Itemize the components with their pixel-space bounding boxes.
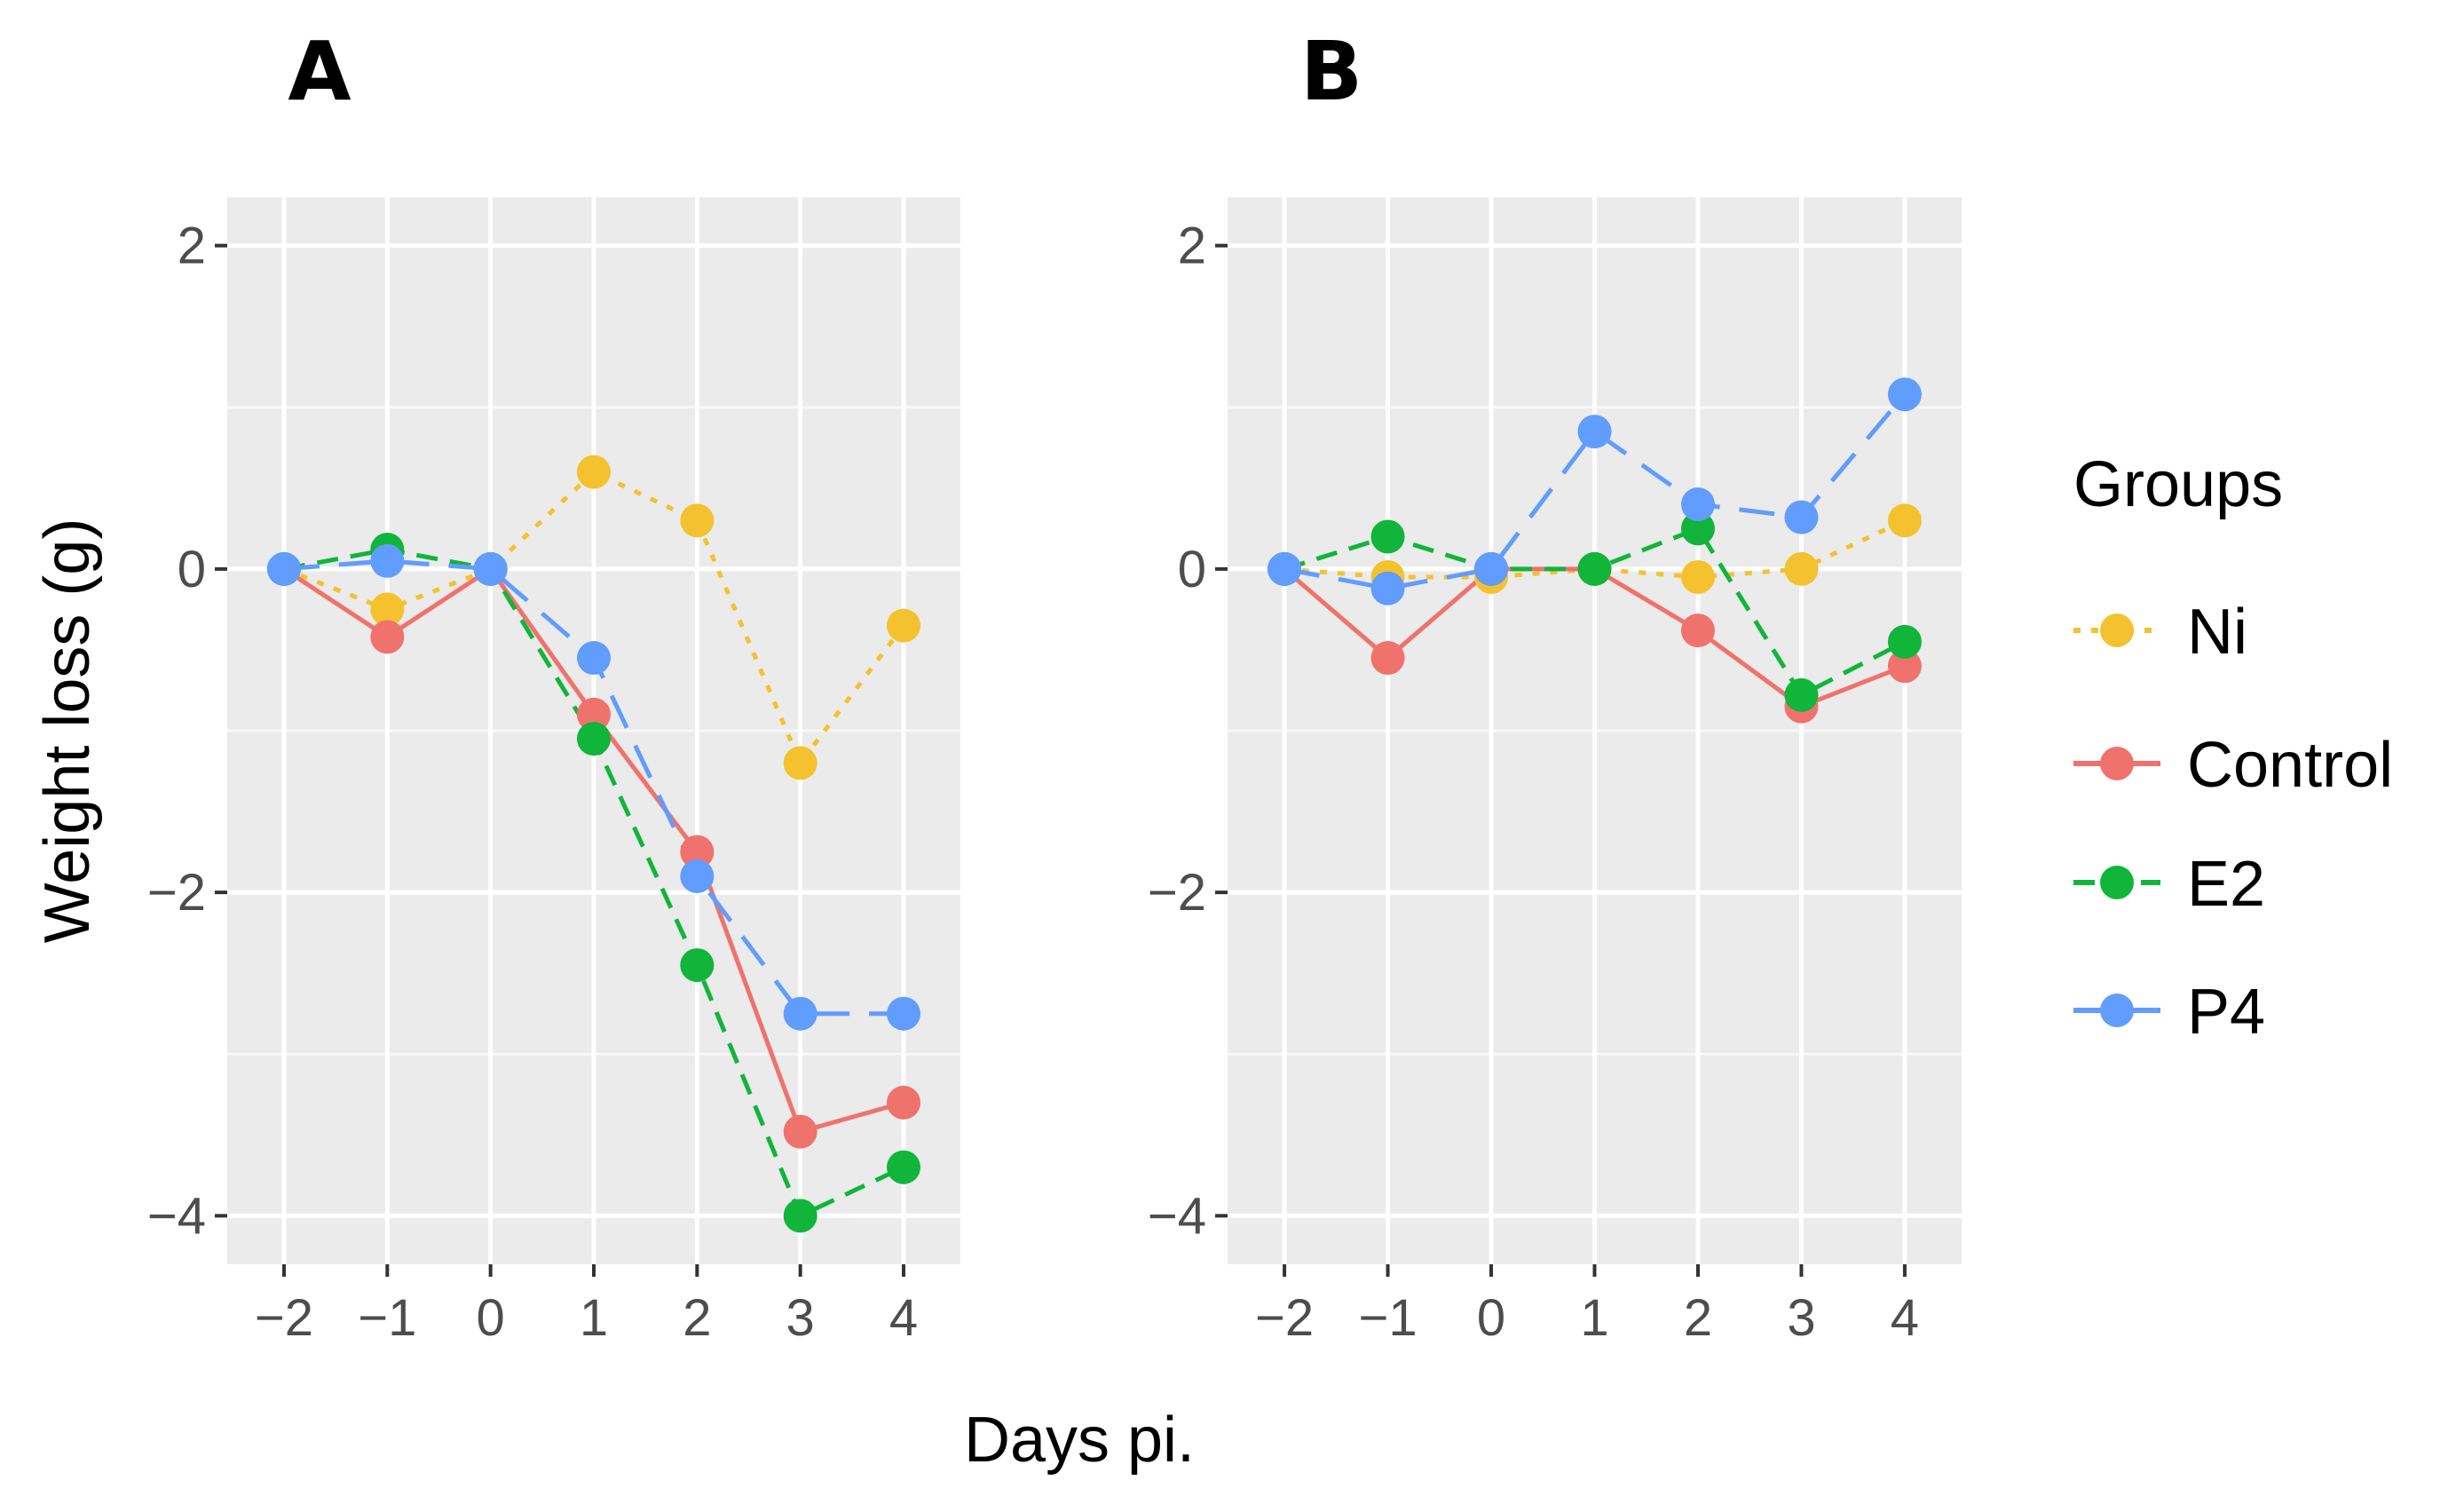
y-tick-label: −2	[147, 864, 206, 922]
panel-label: B	[1300, 24, 1362, 119]
legend-key-point-control	[2100, 747, 2134, 780]
y-tick-label: 0	[178, 541, 206, 598]
data-point-p4	[266, 551, 301, 586]
data-point-ni	[1784, 551, 1819, 586]
legend: Groups Ni Control E2 P4	[2073, 449, 2393, 1048]
data-point-ni	[783, 746, 817, 780]
data-point-e2	[1784, 677, 1819, 712]
x-tick-label: 0	[477, 1289, 505, 1347]
legend-label-p4: P4	[2187, 977, 2265, 1048]
data-point-p4	[1784, 500, 1819, 534]
data-point-p4	[887, 996, 921, 1031]
data-point-ni	[577, 455, 611, 489]
data-point-ni	[1887, 503, 1922, 538]
legend-key-point-e2	[2100, 866, 2134, 899]
data-point-control	[577, 697, 611, 732]
legend-key-point-p4	[2100, 993, 2134, 1027]
x-tick-label: 3	[786, 1289, 815, 1347]
panel-a: 2 0 −2 −4 −2 −1 0 1 2 3 4 A	[147, 24, 960, 1347]
data-point-e2	[1577, 551, 1612, 586]
data-point-ni	[680, 503, 715, 538]
y-tick-label: 2	[178, 218, 206, 275]
data-point-control	[1370, 641, 1405, 676]
data-point-p4	[1887, 377, 1922, 412]
panel-b: 2 0 −2 −4 −2 −1 0 1 2 3 4 B	[1148, 24, 1962, 1347]
data-point-p4	[783, 996, 817, 1031]
x-tick-label: −2	[255, 1289, 313, 1347]
data-point-p4	[1680, 487, 1715, 522]
data-point-e2	[1680, 511, 1715, 546]
y-tick-label: −4	[147, 1187, 206, 1245]
x-tick-label: 2	[1684, 1289, 1712, 1347]
legend-label-control: Control	[2187, 730, 2393, 801]
y-tick-label: 0	[1178, 541, 1206, 598]
data-point-e2	[1370, 519, 1405, 554]
data-point-control	[680, 835, 715, 869]
y-axis-title: Weight loss (g)	[32, 518, 103, 944]
x-tick-label: 0	[1477, 1289, 1505, 1347]
legend-label-ni: Ni	[2187, 597, 2247, 668]
data-point-control	[783, 1114, 817, 1149]
data-point-e2	[1887, 624, 1922, 659]
data-point-p4	[1577, 415, 1612, 449]
x-tick-label: −2	[1255, 1289, 1314, 1347]
data-point-e2	[680, 948, 715, 983]
data-point-e2	[887, 1150, 921, 1184]
y-tick-label: −2	[1148, 864, 1206, 922]
y-tick-label: 2	[1178, 218, 1206, 275]
x-axis-title: Days pi.	[964, 1405, 1195, 1476]
data-point-e2	[577, 722, 611, 756]
legend-key-point-ni	[2100, 613, 2134, 647]
x-tick-label: 1	[1580, 1289, 1608, 1347]
legend-label-e2: E2	[2187, 849, 2265, 920]
data-point-ni	[1680, 559, 1715, 594]
x-tick-label: −1	[1358, 1289, 1417, 1347]
data-point-p4	[1370, 571, 1405, 606]
y-tick-label: −4	[1148, 1187, 1206, 1245]
legend-title: Groups	[2073, 449, 2283, 520]
x-tick-label: 1	[580, 1289, 608, 1347]
panel-label: A	[288, 24, 351, 119]
data-point-control	[1887, 649, 1922, 684]
data-point-e2	[783, 1199, 817, 1233]
data-point-p4	[370, 543, 405, 578]
x-tick-label: 3	[1787, 1289, 1815, 1347]
x-tick-label: −1	[358, 1289, 416, 1347]
data-point-control	[1680, 613, 1715, 648]
data-point-p4	[680, 859, 715, 893]
x-tick-label: 2	[683, 1289, 711, 1347]
data-point-p4	[1474, 551, 1509, 586]
x-tick-label: 4	[889, 1289, 918, 1347]
data-point-control	[370, 620, 405, 654]
data-point-ni	[370, 592, 405, 627]
data-point-p4	[577, 641, 611, 676]
data-point-ni	[887, 608, 921, 643]
data-point-control	[887, 1085, 921, 1120]
data-point-p4	[473, 551, 508, 586]
x-tick-label: 4	[1891, 1289, 1919, 1347]
data-point-p4	[1268, 551, 1302, 586]
